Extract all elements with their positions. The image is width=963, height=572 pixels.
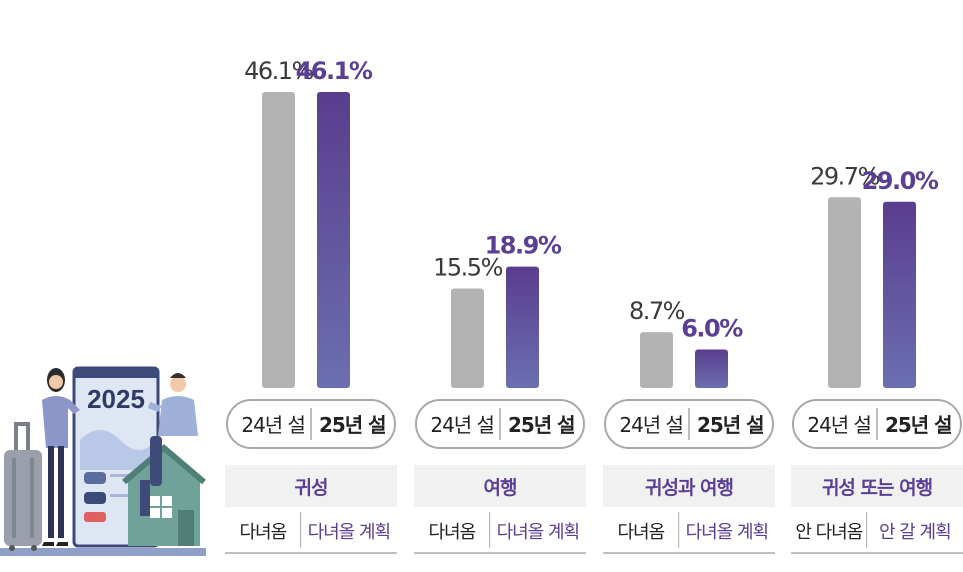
sub-label-2025: 다녀올 계획 xyxy=(308,522,391,543)
bar-2024 xyxy=(640,332,673,388)
suitcase-icon xyxy=(4,422,42,551)
pill-label-2024: 24년 설 xyxy=(619,413,683,437)
bar-2025 xyxy=(317,92,350,388)
calendar-year: 2025 xyxy=(87,384,145,414)
pill-label-2025: 25년 설 xyxy=(508,413,575,437)
bar-2025 xyxy=(695,349,728,388)
pill-label-2024: 24년 설 xyxy=(241,413,305,437)
category-label: 여행 xyxy=(484,477,517,499)
ground-base xyxy=(0,548,206,556)
sub-label-2025: 다녀올 계획 xyxy=(497,522,580,543)
category-band xyxy=(791,465,963,507)
bar-2024 xyxy=(262,92,295,388)
sub-label-2024: 다녀옴 xyxy=(617,522,664,543)
pill-label-2024: 24년 설 xyxy=(430,413,494,437)
pill-label-2024: 24년 설 xyxy=(807,413,871,437)
sub-label-2024: 다녀옴 xyxy=(239,522,286,543)
value-label-2024: 8.7% xyxy=(629,297,685,325)
bar-2024 xyxy=(828,197,861,388)
value-label-2025: 6.0% xyxy=(681,314,743,342)
pill-label-2025: 25년 설 xyxy=(319,413,386,437)
pill-label-2025: 25년 설 xyxy=(697,413,764,437)
value-label-2025: 18.9% xyxy=(485,232,562,260)
sub-label-2024: 다녀옴 xyxy=(428,522,475,543)
value-label-2024: 15.5% xyxy=(433,253,502,281)
value-label-2024: 29.7% xyxy=(810,162,879,190)
bar-2024 xyxy=(451,288,484,388)
category-label: 귀성 또는 여행 xyxy=(822,477,932,499)
value-label-2025: 46.1% xyxy=(296,57,373,85)
bar-group: 29.7%29.0% 24년 설 25년 설귀성 또는 여행안 다녀옴 안 갈 계획 xyxy=(791,162,963,554)
value-label-2025: 29.0% xyxy=(862,167,939,195)
value-label-2024: 46.1% xyxy=(244,57,313,85)
sub-label-2024: 안 다녀옴 xyxy=(795,522,862,543)
man-figure xyxy=(140,373,198,516)
bar-2025 xyxy=(506,266,539,388)
woman-figure xyxy=(42,368,80,546)
pill-label-2025: 25년 설 xyxy=(885,413,952,437)
category-band xyxy=(414,465,586,507)
category-label: 귀성과 여행 xyxy=(645,477,733,499)
bar-2025 xyxy=(883,201,916,388)
holiday-travel-illustration: 2025 xyxy=(0,366,206,556)
house-figure xyxy=(122,444,206,546)
category-label: 귀성 xyxy=(295,477,328,499)
sub-label-2025: 다녀올 계획 xyxy=(686,522,769,543)
category-band xyxy=(225,465,397,507)
category-band xyxy=(603,465,775,507)
sub-label-2025: 안 갈 계획 xyxy=(879,522,951,543)
